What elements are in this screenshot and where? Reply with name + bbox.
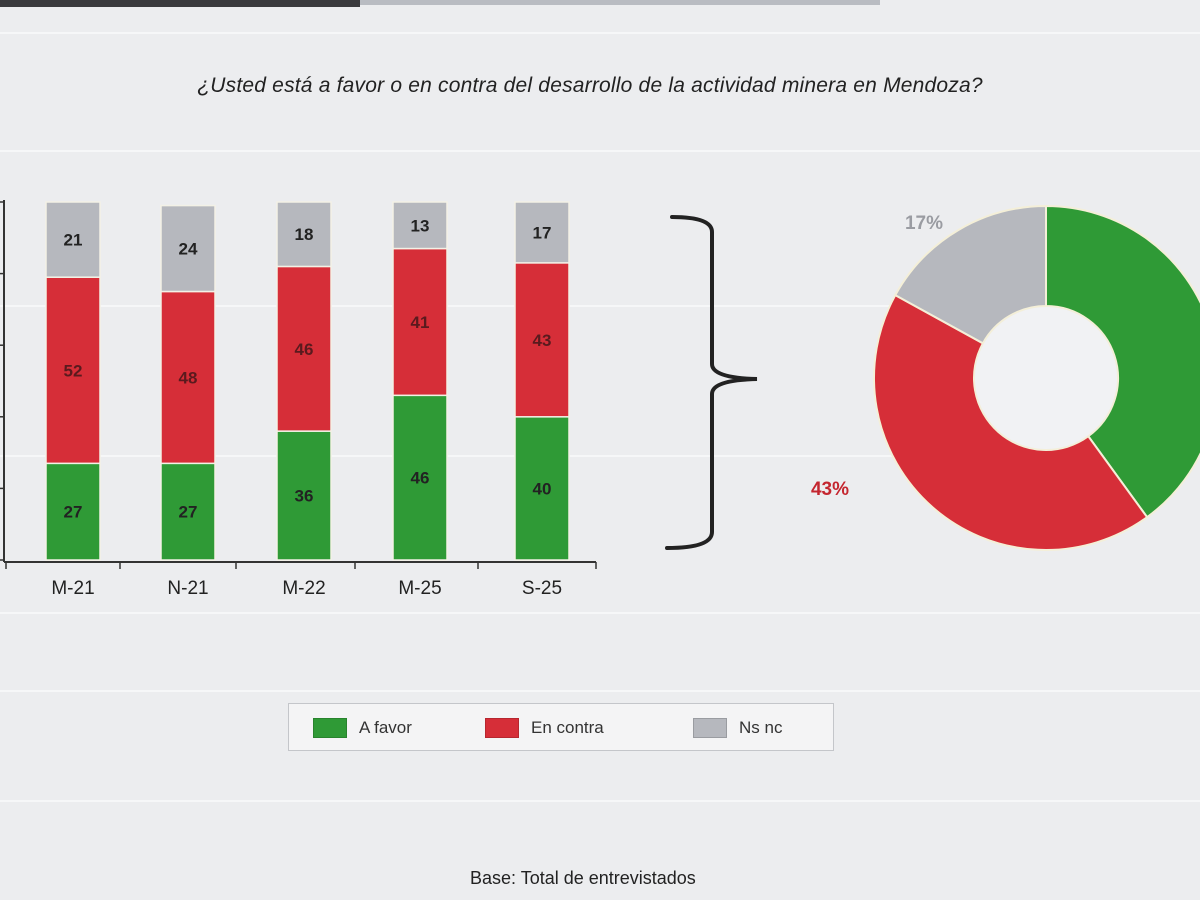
bar-value-label: 17 (533, 223, 552, 242)
bar-value-label: 18 (295, 225, 314, 244)
x-tick-label-m-25: M-25 (398, 578, 441, 599)
bar-segment-a-favor-m-21 (45, 462, 101, 561)
bar-value-label: 24 (179, 240, 198, 259)
donut-label-ns-nc: 17% (905, 213, 943, 234)
legend-swatch-en-contra (485, 718, 519, 738)
bar-value-label: 46 (411, 469, 430, 488)
bar-value-label: 27 (64, 503, 83, 522)
x-tick-label-n-21: N-21 (167, 578, 208, 599)
top-frame-light (360, 0, 880, 5)
scanline (0, 455, 1200, 457)
scanline (0, 612, 1200, 614)
bracket-brace (665, 215, 758, 550)
base-footnote: Base: Total de entrevistados (470, 868, 696, 888)
bar-segment-en-contra-s-25 (514, 262, 570, 418)
bar-segment-ns-nc-m-21 (45, 201, 101, 278)
legend-item-ns-nc: Ns nc (693, 718, 782, 738)
scanline (0, 800, 1200, 802)
bar-segment-a-favor-m-25 (392, 394, 448, 561)
legend-swatch-a-favor (313, 718, 347, 738)
bar-segment-en-contra-m-25 (392, 247, 448, 397)
bar-segment-en-contra-n-21 (160, 290, 216, 465)
bar-value-label: 21 (64, 231, 83, 250)
top-frame-dark (0, 0, 360, 7)
scanline (0, 305, 1200, 307)
bar-value-label: 36 (295, 487, 314, 506)
bar-value-label: 41 (411, 313, 430, 332)
x-tick-label-s-25: S-25 (522, 578, 562, 599)
legend-item-a-favor: A favor (313, 718, 412, 738)
bar-value-label: 52 (64, 361, 83, 380)
bar-segment-ns-nc-s-25 (514, 201, 570, 264)
chart-legend: A favor En contra Ns nc (288, 703, 834, 751)
bar-segment-en-contra-m-21 (45, 276, 101, 465)
bar-value-label: 40 (533, 479, 552, 498)
donut-slice-ns-nc (893, 204, 1047, 345)
bar-segment-ns-nc-n-21 (160, 204, 216, 293)
donut-label-en-contra: 43% (811, 479, 849, 500)
bar-segment-ns-nc-m-25 (392, 201, 448, 250)
chart-question-title: ¿Usted está a favor o en contra del desa… (197, 74, 983, 97)
bar-value-label: 13 (411, 216, 430, 235)
donut-slice-en-contra (872, 293, 1149, 552)
legend-item-en-contra: En contra (485, 718, 604, 738)
scanline (0, 32, 1200, 34)
bar-value-label: 43 (533, 331, 552, 350)
x-tick-label-m-21: M-21 (51, 578, 94, 599)
legend-label-en-contra: En contra (531, 718, 604, 737)
bar-segment-a-favor-m-22 (276, 430, 332, 561)
scanline (0, 690, 1200, 692)
scanline (0, 150, 1200, 152)
legend-label-a-favor: A favor (359, 718, 412, 737)
bar-value-label: 46 (295, 340, 314, 359)
bar-segment-en-contra-m-22 (276, 265, 332, 432)
bar-value-label: 48 (179, 368, 198, 387)
x-tick-label-m-22: M-22 (282, 578, 325, 599)
legend-label-ns-nc: Ns nc (739, 718, 783, 737)
donut-slice-a-favor (1045, 204, 1200, 519)
donut-hole (975, 307, 1117, 449)
legend-swatch-ns-nc (693, 718, 727, 738)
bar-segment-ns-nc-m-22 (276, 201, 332, 268)
bar-segment-a-favor-n-21 (160, 462, 216, 561)
bar-value-label: 27 (179, 503, 198, 522)
